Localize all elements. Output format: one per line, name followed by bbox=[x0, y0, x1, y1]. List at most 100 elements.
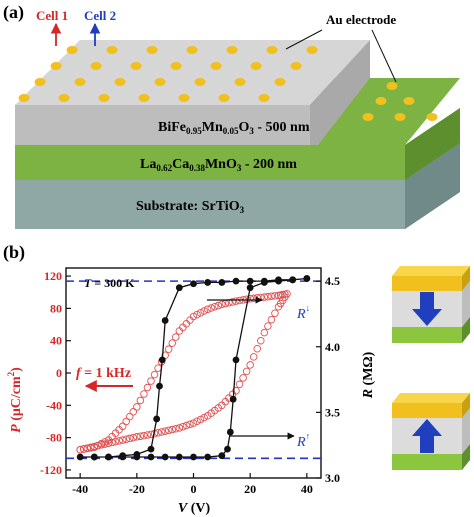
y-right-tick-label: 3.0 bbox=[325, 471, 340, 485]
polarization-point bbox=[122, 435, 130, 443]
resistance-point bbox=[246, 277, 254, 285]
au-dot bbox=[226, 46, 238, 54]
polarization-point bbox=[210, 303, 219, 311]
y-right-tick-label: 3.5 bbox=[325, 405, 340, 419]
polarization-point bbox=[260, 328, 269, 337]
polarization-point bbox=[221, 397, 230, 406]
x-tick-label: 20 bbox=[244, 482, 256, 496]
resistance-point bbox=[190, 280, 197, 288]
resistance-point bbox=[90, 453, 98, 461]
y-left-tick-label: -120 bbox=[40, 463, 62, 477]
au-pointer-2 bbox=[371, 29, 397, 83]
au-dot bbox=[34, 78, 46, 86]
polarization-point bbox=[136, 432, 145, 440]
polarization-point bbox=[168, 339, 176, 347]
cell-schematic-down bbox=[392, 266, 470, 343]
r-down-label: R↓ bbox=[296, 303, 310, 322]
polarization-point bbox=[214, 301, 223, 310]
y-left-tick-label: -40 bbox=[46, 398, 62, 412]
layer-lcmo-label: La0.62Ca0.38MnO3 - 200 nm bbox=[140, 157, 297, 173]
au-dot bbox=[250, 62, 262, 70]
polarization-point bbox=[193, 310, 201, 319]
polarization-point bbox=[200, 307, 208, 315]
resistance-point bbox=[147, 453, 155, 461]
resistance-point bbox=[153, 415, 161, 423]
bfo-top bbox=[15, 40, 370, 105]
bottom-electrode-side bbox=[462, 317, 470, 343]
polarization-point bbox=[267, 315, 276, 324]
layer-bfo-label: BiFe0.95Mn0.05O3 - 500 nm bbox=[158, 120, 310, 136]
polarization-point bbox=[182, 319, 191, 328]
au-dot bbox=[58, 94, 70, 102]
y-left-tick-label: -80 bbox=[46, 431, 62, 445]
polarization-point bbox=[125, 412, 134, 421]
polarization-point bbox=[175, 424, 184, 432]
y-axis-left-title: P (μC/cm2) bbox=[6, 367, 24, 433]
au-dot bbox=[266, 46, 278, 54]
au-dot bbox=[114, 78, 126, 86]
au-dot bbox=[394, 113, 406, 121]
temperature-label: T = 300 K bbox=[84, 276, 135, 290]
au-dot bbox=[306, 46, 318, 54]
ferroelectric-side bbox=[462, 408, 470, 454]
polarization-up-arrow bbox=[412, 419, 442, 453]
polarization-point bbox=[147, 377, 155, 385]
polarization-point bbox=[94, 441, 102, 450]
resistance-point bbox=[224, 445, 231, 453]
au-electrode-label: Au electrode bbox=[326, 12, 396, 27]
au-dot bbox=[66, 46, 78, 54]
polarization-point bbox=[143, 431, 152, 439]
polarization-down-arrow bbox=[412, 292, 442, 326]
polarization-point bbox=[264, 292, 272, 301]
polarization-point bbox=[249, 353, 258, 361]
electrode-top bbox=[392, 403, 462, 418]
au-electrode-dots bbox=[18, 46, 438, 121]
polarization-point bbox=[182, 421, 191, 430]
polarization-point bbox=[228, 298, 237, 306]
polarization-point bbox=[150, 370, 159, 379]
polarization-point bbox=[235, 380, 244, 389]
y-left-tick-label: 120 bbox=[44, 269, 62, 283]
resistance-point bbox=[147, 445, 155, 453]
x-tick-label: -20 bbox=[129, 482, 145, 496]
polarization-point bbox=[76, 445, 84, 454]
au-dot bbox=[154, 78, 166, 86]
resistance-point bbox=[289, 276, 297, 284]
polarization-point bbox=[111, 437, 120, 446]
resistance-line bbox=[80, 277, 307, 458]
polarization-point bbox=[101, 438, 109, 446]
polarization-point bbox=[246, 294, 254, 303]
au-dot bbox=[50, 62, 62, 70]
au-dot bbox=[218, 94, 230, 102]
bfo-front bbox=[15, 105, 310, 145]
resistance-point bbox=[218, 279, 226, 286]
au-dot bbox=[290, 62, 302, 70]
axis-ticks: -40 -20 0 20 40 -120 -80 -40 0 40 80 120 3.0 3.5 4.0 4.… bbox=[40, 269, 340, 496]
cell2-label: Cell 2 bbox=[84, 8, 116, 23]
y-left-tick-label: 80 bbox=[50, 301, 62, 315]
polarization-point bbox=[232, 297, 240, 305]
au-dot bbox=[106, 46, 118, 54]
polarization-point bbox=[154, 364, 162, 372]
polarization-point bbox=[122, 417, 130, 426]
au-dot bbox=[146, 46, 158, 54]
au-dot bbox=[375, 97, 387, 105]
resistance-point bbox=[76, 453, 84, 461]
y-right-tick-label: 4.0 bbox=[325, 340, 340, 354]
resistance-point bbox=[303, 275, 311, 282]
panel-b-label: (b) bbox=[3, 242, 25, 263]
polarization-point bbox=[97, 439, 106, 448]
polarization-point bbox=[200, 413, 208, 422]
polarization-point bbox=[140, 431, 148, 440]
au-dot bbox=[362, 113, 374, 121]
polarization-point bbox=[186, 420, 194, 429]
bottom-electrode-side bbox=[462, 444, 470, 470]
polarization-point bbox=[196, 415, 205, 424]
electrode-top-side bbox=[462, 393, 470, 418]
polarization-point bbox=[79, 445, 88, 453]
ferroelectric-side bbox=[462, 281, 470, 327]
polarization-point bbox=[161, 427, 169, 435]
polarization-point bbox=[129, 433, 138, 442]
cell1-label: Cell 1 bbox=[36, 8, 68, 23]
resistance-point bbox=[226, 428, 234, 436]
